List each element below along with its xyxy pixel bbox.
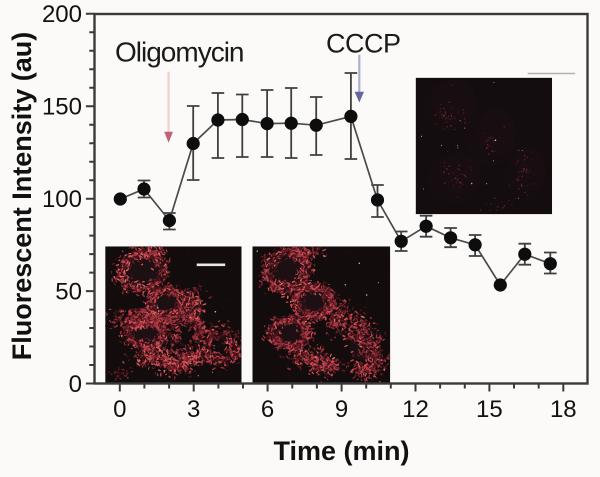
svg-text:Time (min): Time (min)	[273, 436, 409, 466]
svg-text:6: 6	[261, 396, 274, 423]
svg-text:12: 12	[402, 396, 429, 423]
svg-text:3: 3	[187, 396, 200, 423]
svg-text:50: 50	[55, 279, 82, 306]
svg-text:CCCP: CCCP	[326, 29, 401, 59]
svg-text:9: 9	[335, 396, 348, 423]
svg-text:15: 15	[476, 396, 503, 423]
svg-text:150: 150	[42, 94, 82, 121]
svg-text:100: 100	[42, 186, 82, 213]
svg-text:Oligomycin: Oligomycin	[115, 37, 243, 68]
svg-text:0: 0	[113, 396, 126, 423]
svg-text:200: 200	[42, 1, 82, 28]
svg-text:0: 0	[69, 371, 82, 398]
svg-text:18: 18	[550, 396, 577, 423]
svg-text:Fluorescent Intensity (au): Fluorescent Intensity (au)	[7, 32, 37, 361]
